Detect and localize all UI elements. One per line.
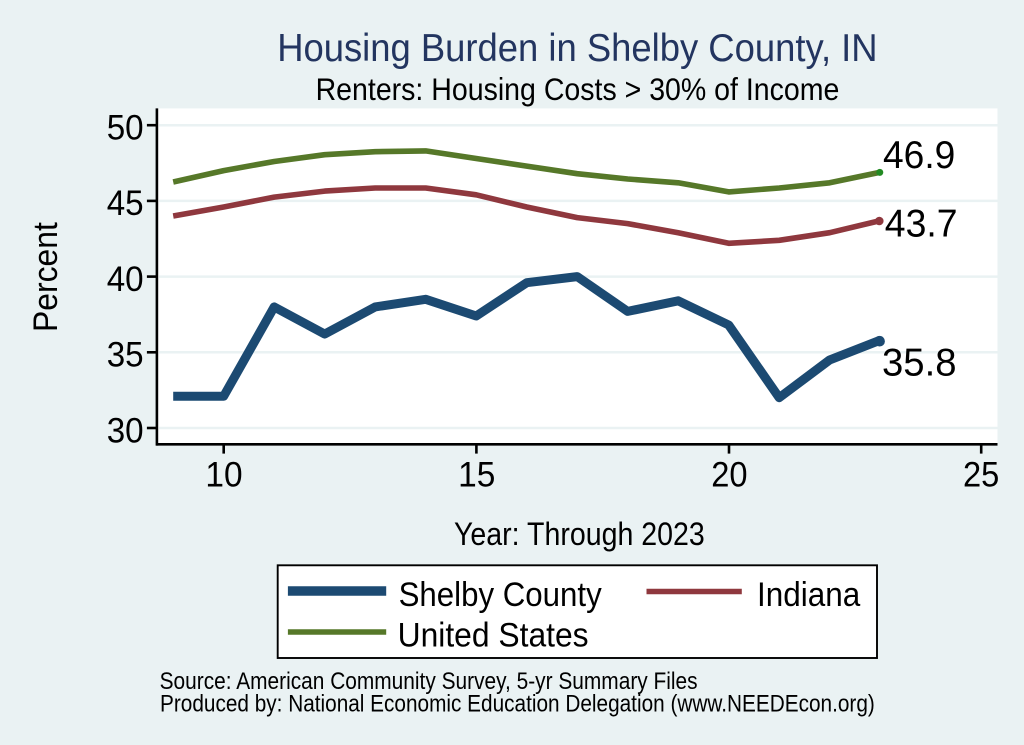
svg-text:Housing Burden in Shelby Count: Housing Burden in Shelby County, IN	[277, 27, 877, 70]
svg-text:15: 15	[458, 456, 495, 495]
svg-text:Shelby County: Shelby County	[399, 576, 603, 614]
svg-text:Indiana: Indiana	[757, 576, 861, 614]
svg-text:30: 30	[107, 411, 144, 450]
svg-text:Produced by: National Economic: Produced by: National Economic Education…	[160, 691, 875, 718]
svg-text:20: 20	[711, 456, 747, 495]
svg-text:43.7: 43.7	[885, 203, 958, 246]
svg-text:40: 40	[107, 260, 144, 299]
svg-text:35: 35	[107, 336, 144, 375]
svg-text:50: 50	[107, 109, 144, 148]
svg-text:35.8: 35.8	[882, 342, 957, 385]
svg-text:United States: United States	[398, 616, 589, 654]
svg-text:Renters: Housing Costs > 30% o: Renters: Housing Costs > 30% of Income	[316, 72, 840, 107]
svg-text:10: 10	[205, 456, 242, 495]
svg-text:Percent: Percent	[27, 222, 65, 332]
svg-text:Year: Through 2023: Year: Through 2023	[454, 516, 705, 552]
svg-text:25: 25	[963, 456, 999, 495]
svg-text:46.9: 46.9	[883, 134, 955, 177]
svg-text:Source: American Community Sur: Source: American Community Survey, 5-yr …	[160, 668, 698, 695]
svg-text:45: 45	[107, 184, 144, 223]
